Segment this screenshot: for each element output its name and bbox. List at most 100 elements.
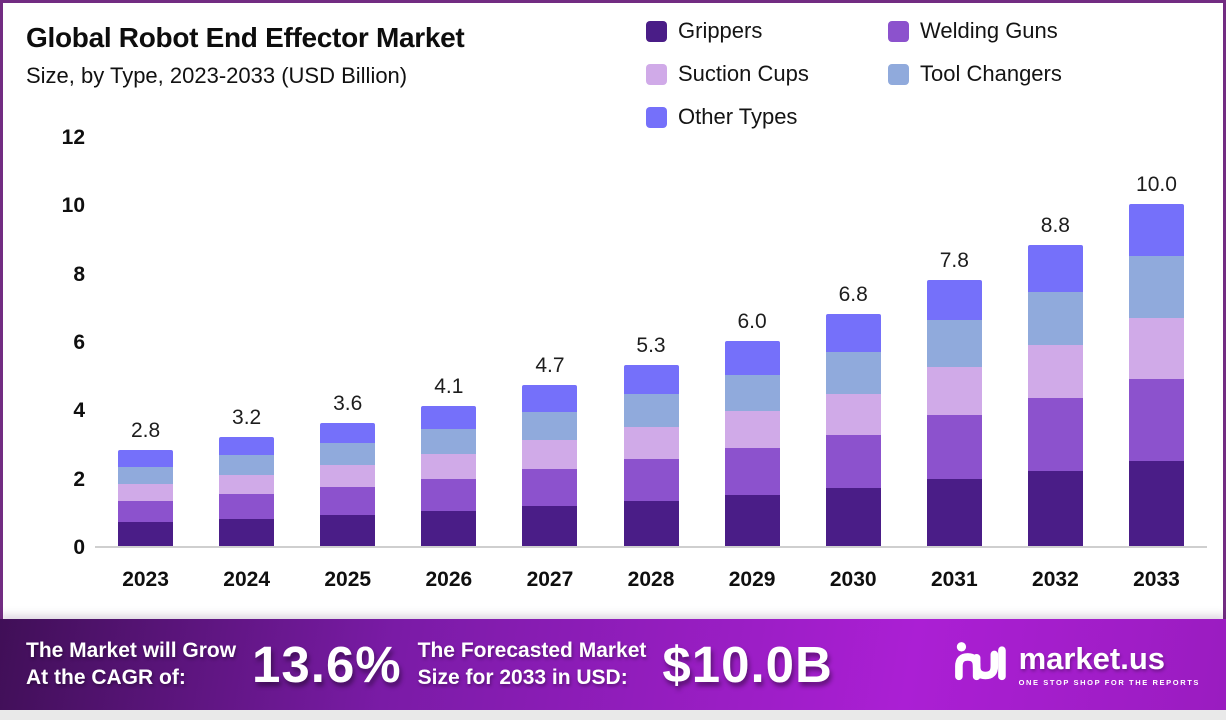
bar-column: 4.7 xyxy=(499,354,600,546)
brand-text: market.us ONE STOP SHOP FOR THE REPORTS xyxy=(1019,643,1200,687)
bar-segment xyxy=(522,440,578,469)
bar-total-label: 3.2 xyxy=(232,405,262,429)
bar-segment xyxy=(118,522,174,546)
bar-segment xyxy=(219,518,275,546)
legend-label: Suction Cups xyxy=(678,61,809,86)
bar-segment xyxy=(219,436,275,456)
bar-segment xyxy=(926,414,982,480)
cagr-banner: The Market will Grow At the CAGR of: 13.… xyxy=(0,619,1226,710)
bar-stack xyxy=(825,313,881,546)
bar-stack xyxy=(421,406,477,546)
bar-segment xyxy=(724,341,780,375)
x-axis-label: 2024 xyxy=(223,568,270,591)
bar-stack xyxy=(724,341,780,546)
bar-segment xyxy=(421,478,477,511)
bar-stack xyxy=(926,279,982,546)
legend-label: Welding Guns xyxy=(920,18,1058,43)
bar-segment xyxy=(926,279,982,320)
bar-column: 4.1 xyxy=(398,375,499,546)
x-axis-label: 2025 xyxy=(324,568,372,591)
bar-segment xyxy=(320,515,376,546)
cagr-value: 13.6% xyxy=(252,636,402,693)
bar-total-label: 2.8 xyxy=(130,419,161,443)
bar-segment xyxy=(1027,291,1083,346)
bar-total-label: 8.8 xyxy=(1040,214,1070,238)
bar-stack xyxy=(1027,245,1083,546)
legend-swatch xyxy=(646,106,667,128)
bar-segment xyxy=(1027,470,1083,546)
bar-total-label: 6.8 xyxy=(838,282,868,306)
bar-total-label: 10.0 xyxy=(1136,173,1177,197)
bar-segment xyxy=(724,494,780,546)
bar-segment xyxy=(1128,256,1184,318)
forecast-label: The Forecasted Market Size for 2033 in U… xyxy=(418,638,647,691)
bar-chart-plot: 2.8 3.2 3.6 4.1 4.7 5.3 6.0 6.8 7.8 8.8 10.0 xyxy=(95,138,1207,548)
x-axis-label: 2027 xyxy=(526,568,574,591)
bar-segment xyxy=(825,434,881,488)
bar-segment xyxy=(219,474,275,495)
bar-segment xyxy=(724,447,780,495)
legend-label: Grippers xyxy=(678,18,763,43)
bar-segment xyxy=(825,487,881,546)
x-axis-label: 2031 xyxy=(930,568,978,591)
bar-total-label: 3.6 xyxy=(333,391,363,415)
bar-segment xyxy=(421,510,477,546)
bar-segment xyxy=(118,500,174,523)
bar-segment xyxy=(320,487,376,516)
bar-segment xyxy=(118,466,174,484)
bar-column: 7.8 xyxy=(904,249,1005,546)
forecast-label-line1: The Forecasted Market xyxy=(417,639,647,663)
chart-legend: Grippers Welding Guns Suction Cups Tool Cha… xyxy=(646,18,1211,130)
x-axis-label: 2029 xyxy=(728,568,776,591)
bar-segment xyxy=(1128,317,1184,379)
brand-name: market.us xyxy=(1018,640,1166,676)
bar-segment xyxy=(421,453,477,479)
bar-total-label: 6.0 xyxy=(737,310,767,334)
cagr-label-line1: The Market will Grow xyxy=(26,639,237,663)
y-axis-label: 6 xyxy=(73,331,85,354)
bar-segment xyxy=(522,505,578,546)
bar-column: 6.0 xyxy=(702,310,803,546)
page-subtitle: Size, by Type, 2023-2033 (USD Billion) xyxy=(26,63,408,89)
x-axis-label: 2023 xyxy=(122,568,169,591)
legend-item: Welding Guns xyxy=(888,18,1211,44)
bar-segment xyxy=(1128,460,1184,546)
x-axis: 2023 2024 2025 2026 2027 2028 2029 2030 2031 2032… xyxy=(95,560,1207,592)
x-axis-label: 2026 xyxy=(425,568,473,591)
bar-total-label: 4.1 xyxy=(434,375,464,399)
bar-segment xyxy=(1027,345,1083,399)
bar-segment xyxy=(623,394,679,427)
bar-segment xyxy=(724,374,780,412)
bar-segment xyxy=(825,393,881,435)
x-axis-label: 2030 xyxy=(829,568,877,591)
bar-segment xyxy=(219,455,275,475)
market-us-logo-icon xyxy=(953,639,1007,690)
bar-segment xyxy=(118,450,174,467)
bar-segment xyxy=(421,406,477,429)
legend-item: Other Types xyxy=(646,104,888,130)
x-axis-label: 2032 xyxy=(1032,568,1079,591)
legend-item: Suction Cups xyxy=(646,61,888,87)
bar-segment xyxy=(1128,378,1184,461)
y-axis-label: 2 xyxy=(73,467,85,491)
bar-segment xyxy=(219,494,275,519)
legend-swatch xyxy=(646,20,667,42)
bar-stack xyxy=(522,385,578,546)
legend-item: Grippers xyxy=(646,18,888,44)
x-axis-label: 2028 xyxy=(627,568,675,591)
bar-segment xyxy=(522,411,578,441)
brand-logo: market.us ONE STOP SHOP FOR THE REPORTS xyxy=(953,639,1200,690)
legend-swatch xyxy=(888,20,909,42)
bar-column: 3.2 xyxy=(196,406,297,546)
bar-column: 2.8 xyxy=(95,419,196,546)
bar-segment xyxy=(926,367,982,415)
bar-total-label: 7.8 xyxy=(939,248,969,272)
bar-stack xyxy=(623,364,679,546)
bar-stack xyxy=(320,422,376,546)
legend-swatch xyxy=(646,63,667,85)
bar-segment xyxy=(522,385,578,412)
y-axis-label: 10 xyxy=(61,194,85,218)
bar-segment xyxy=(623,458,679,501)
bar-stack xyxy=(219,436,275,546)
